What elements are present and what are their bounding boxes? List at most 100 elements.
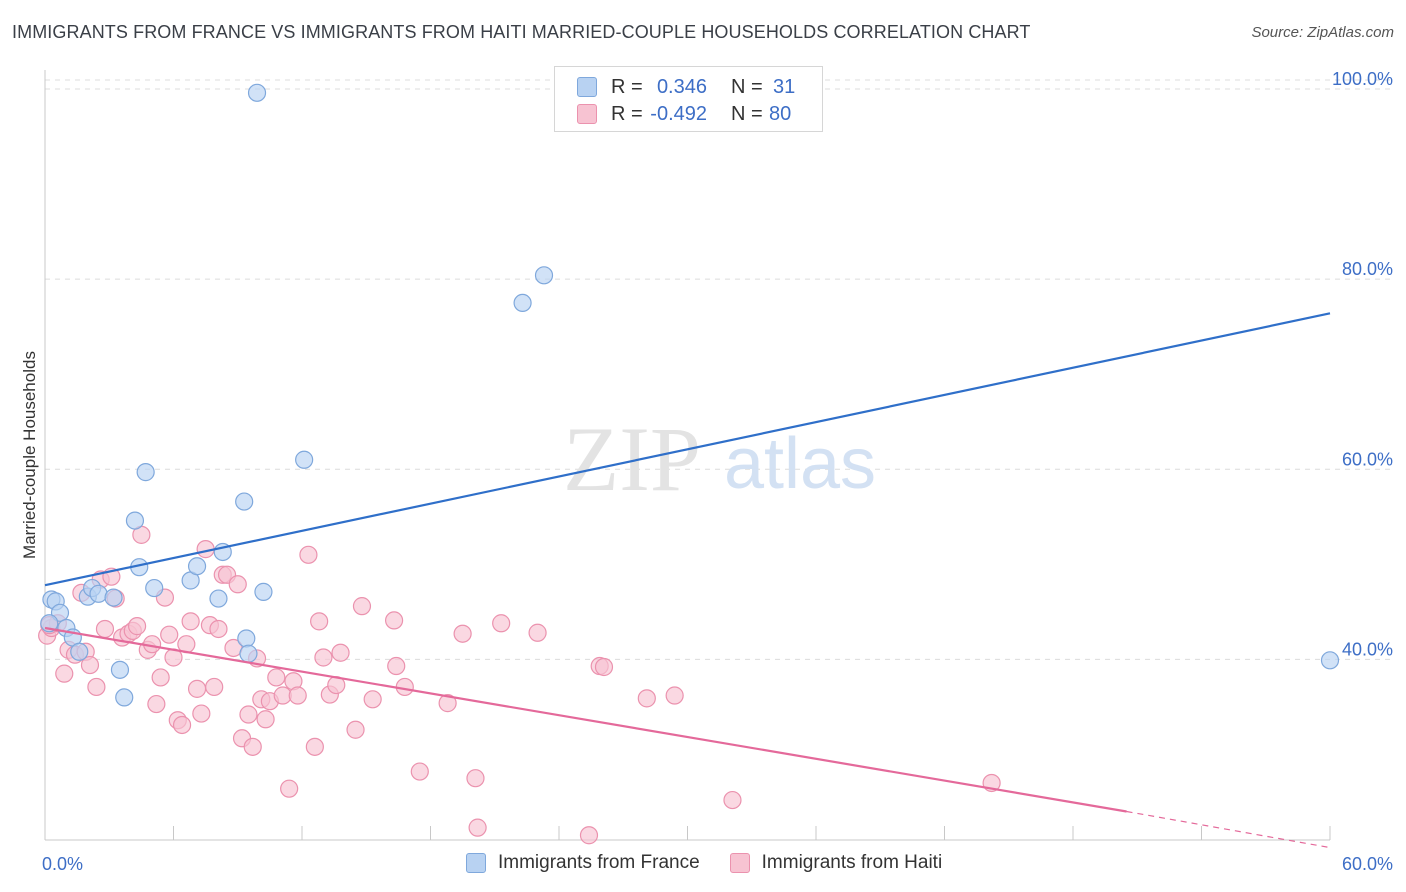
haiti-points <box>38 525 1001 845</box>
haiti-point <box>147 694 166 714</box>
france-r-value: 0.346 <box>656 75 707 98</box>
haiti-point <box>665 686 684 705</box>
haiti-point <box>187 679 207 698</box>
x-tick-label: 60.0% <box>1342 854 1393 874</box>
france-point <box>235 492 254 511</box>
haiti-point <box>239 705 258 724</box>
france-point <box>513 293 532 313</box>
haiti-point <box>579 826 599 845</box>
france-point <box>239 644 258 663</box>
y-tick-label: 60.0% <box>1342 449 1393 469</box>
haiti-point <box>151 668 170 687</box>
n-label: N = <box>731 102 763 125</box>
haiti-point <box>346 720 365 739</box>
correlation-legend: R = 0.346 N = 31 R = -0.492 N = 80 <box>554 66 823 132</box>
france-point <box>209 589 228 608</box>
legend-haiti-label: Immigrants from Haiti <box>761 852 943 873</box>
haiti-point <box>637 689 656 708</box>
watermark: ZIP atlas <box>563 408 876 510</box>
trend-lines <box>44 312 1331 849</box>
haiti-point <box>95 619 115 639</box>
haiti-point <box>205 677 224 697</box>
haiti-point <box>209 619 228 639</box>
axes <box>44 70 1331 841</box>
haiti-point <box>127 617 147 636</box>
haiti-point <box>723 790 742 810</box>
france-swatch <box>577 77 597 97</box>
haiti-swatch <box>577 104 597 124</box>
haiti-point <box>228 575 247 594</box>
haiti-point <box>453 624 472 643</box>
france-swatch <box>466 853 486 873</box>
haiti-n-value: 80 <box>769 102 792 125</box>
france-points <box>40 82 1340 707</box>
france-point <box>247 83 267 102</box>
series-legend: Immigrants from France Immigrants from H… <box>466 852 972 874</box>
haiti-point <box>387 656 406 676</box>
france-point <box>89 584 108 603</box>
france-point <box>110 660 130 679</box>
france-point <box>70 642 89 661</box>
y-tick-labels: 40.0% 60.0% 80.0% 100.0% <box>1332 69 1393 659</box>
haiti-point <box>528 623 547 642</box>
france-point <box>136 463 155 482</box>
haiti-point <box>468 818 487 837</box>
haiti-point <box>410 762 429 781</box>
france-trend-line <box>44 312 1331 587</box>
france-point <box>295 450 314 469</box>
haiti-swatch <box>729 853 750 873</box>
legend-item-france: Immigrants from France <box>466 852 700 874</box>
n-label: N = <box>731 75 763 98</box>
x-tick-labels: 0.0% 60.0% <box>42 854 1393 874</box>
r-label: R = <box>611 102 643 125</box>
y-tick-label: 100.0% <box>1332 69 1393 89</box>
haiti-point <box>299 545 318 564</box>
france-point <box>125 511 145 530</box>
haiti-point <box>466 769 485 788</box>
haiti-point <box>492 614 511 633</box>
france-point <box>534 266 554 285</box>
haiti-point <box>384 611 404 630</box>
haiti-point <box>314 648 333 667</box>
haiti-point <box>160 625 179 644</box>
haiti-r-value: -0.492 <box>650 102 707 125</box>
haiti-point <box>87 677 106 697</box>
y-tick-label: 80.0% <box>1342 259 1393 279</box>
source-label: Source: ZipAtlas.com <box>1251 24 1394 41</box>
haiti-point <box>280 779 299 798</box>
haiti-point <box>55 664 74 683</box>
haiti-point <box>305 737 324 756</box>
france-point <box>115 688 134 707</box>
y-axis-label: Married-couple Households <box>20 351 39 559</box>
y-tick-label: 40.0% <box>1342 639 1393 659</box>
haiti-point <box>172 715 192 735</box>
x-tick-label: 0.0% <box>42 854 83 874</box>
france-n-value: 31 <box>773 75 796 98</box>
chart-title: IMMIGRANTS FROM FRANCE VS IMMIGRANTS FRO… <box>12 22 1031 42</box>
grid-lines <box>45 79 1395 660</box>
haiti-point <box>352 597 372 616</box>
haiti-point <box>331 643 350 662</box>
legend-france-label: Immigrants from France <box>498 852 700 873</box>
haiti-point <box>181 612 200 631</box>
haiti-point <box>256 710 275 729</box>
legend-row-haiti: R = -0.492 N = 80 <box>577 102 791 126</box>
watermark-zip: ZIP <box>563 408 701 510</box>
haiti-point <box>438 694 457 713</box>
france-point <box>40 614 59 633</box>
legend-row-france: R = 0.346 N = 31 <box>577 75 795 99</box>
haiti-point <box>267 668 286 687</box>
legend-item-haiti: Immigrants from Haiti <box>729 852 943 874</box>
haiti-point <box>310 612 329 631</box>
r-label: R = <box>611 75 643 98</box>
france-point <box>187 557 207 576</box>
haiti-trend-line <box>44 626 1127 813</box>
france-point <box>237 629 256 648</box>
haiti-point <box>363 690 382 709</box>
haiti-point <box>80 655 100 675</box>
haiti-point <box>594 657 614 677</box>
haiti-trend-extension <box>1126 810 1331 849</box>
france-point <box>1320 651 1340 670</box>
france-point <box>104 588 123 607</box>
haiti-point <box>288 686 307 705</box>
